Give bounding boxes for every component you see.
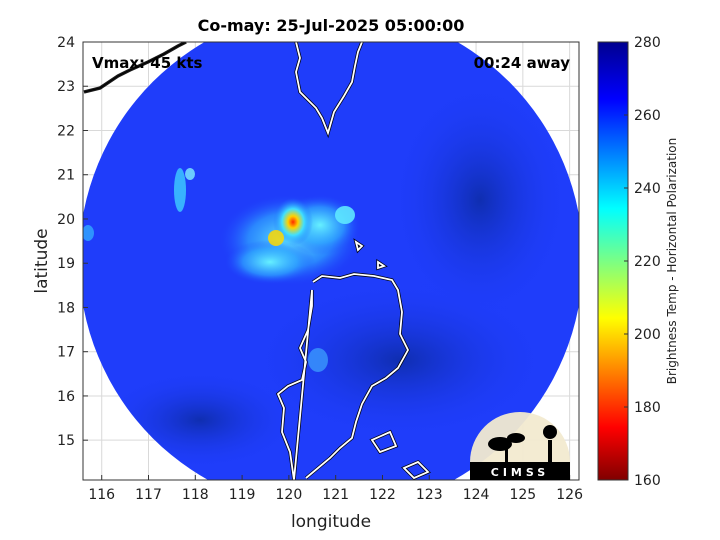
time-away-label: 00:24 away bbox=[474, 54, 571, 72]
colorbar-tick-label: 260 bbox=[634, 108, 661, 124]
x-tick-label: 119 bbox=[229, 487, 256, 503]
convective-cell bbox=[268, 230, 284, 246]
colorbar-label: Brightness Temp - Horizontal Polarizatio… bbox=[665, 138, 679, 385]
convective-cell bbox=[308, 348, 328, 372]
convective-cell bbox=[335, 206, 355, 224]
x-tick-label: 126 bbox=[556, 487, 583, 503]
tower-icon bbox=[548, 440, 552, 462]
convective-cell bbox=[185, 168, 195, 180]
colorbar-tick-label: 220 bbox=[634, 254, 661, 270]
y-tick-label: 20 bbox=[57, 212, 75, 228]
y-tick-label: 17 bbox=[57, 345, 75, 361]
convective-band bbox=[225, 240, 315, 284]
vmax-label: Vmax: 45 kts bbox=[92, 54, 202, 72]
figure-title: Co-may: 25-Jul-2025 05:00:00 bbox=[198, 16, 465, 35]
y-axis-label: latitude bbox=[32, 228, 52, 293]
satellite-dish-icon bbox=[507, 433, 525, 443]
colorbar bbox=[597, 41, 629, 481]
colorbar-tick-label: 280 bbox=[634, 35, 661, 51]
cimss-logo: CIMSS bbox=[470, 412, 570, 480]
convective-cell bbox=[83, 225, 94, 241]
y-tick-label: 23 bbox=[57, 79, 75, 95]
y-tick-label: 16 bbox=[57, 389, 75, 405]
colorbar-tick-label: 160 bbox=[634, 473, 661, 489]
colorbar-ticks: 160 180 200 220 240 260 280 bbox=[624, 35, 661, 489]
x-tick-label: 118 bbox=[182, 487, 209, 503]
logo-band bbox=[470, 462, 570, 480]
colorbar-tick-label: 180 bbox=[634, 400, 661, 416]
x-tick-label: 120 bbox=[276, 487, 303, 503]
y-tick-label: 19 bbox=[57, 256, 75, 272]
y-tick-label: 24 bbox=[57, 35, 75, 51]
dark-region bbox=[250, 280, 550, 440]
x-axis: 116 117 118 119 120 121 122 123 124 125 126 bbox=[88, 475, 583, 503]
dark-region bbox=[390, 80, 570, 320]
dish-post bbox=[505, 446, 508, 462]
convective-core bbox=[273, 198, 313, 246]
x-tick-label: 121 bbox=[322, 487, 349, 503]
y-axis: 15 16 17 18 19 20 21 22 23 24 bbox=[57, 35, 88, 449]
colorbar-tick-label: 240 bbox=[634, 181, 661, 197]
x-tick-label: 123 bbox=[416, 487, 443, 503]
y-tick-label: 22 bbox=[57, 123, 75, 139]
colorbar-tick-label: 200 bbox=[634, 327, 661, 343]
y-tick-label: 18 bbox=[57, 300, 75, 316]
x-tick-label: 124 bbox=[463, 487, 490, 503]
axes-frame bbox=[82, 41, 580, 481]
x-tick-label: 116 bbox=[88, 487, 115, 503]
y-tick-label: 21 bbox=[57, 168, 75, 184]
logo-text: CIMSS bbox=[491, 466, 549, 479]
x-tick-label: 125 bbox=[509, 487, 536, 503]
x-tick-label: 117 bbox=[135, 487, 162, 503]
y-tick-label: 15 bbox=[57, 433, 75, 449]
convective-cell bbox=[174, 168, 186, 212]
x-tick-label: 122 bbox=[369, 487, 396, 503]
water-tower-icon bbox=[543, 425, 557, 439]
x-axis-label: longitude bbox=[291, 512, 371, 532]
coastlines bbox=[83, 42, 431, 480]
